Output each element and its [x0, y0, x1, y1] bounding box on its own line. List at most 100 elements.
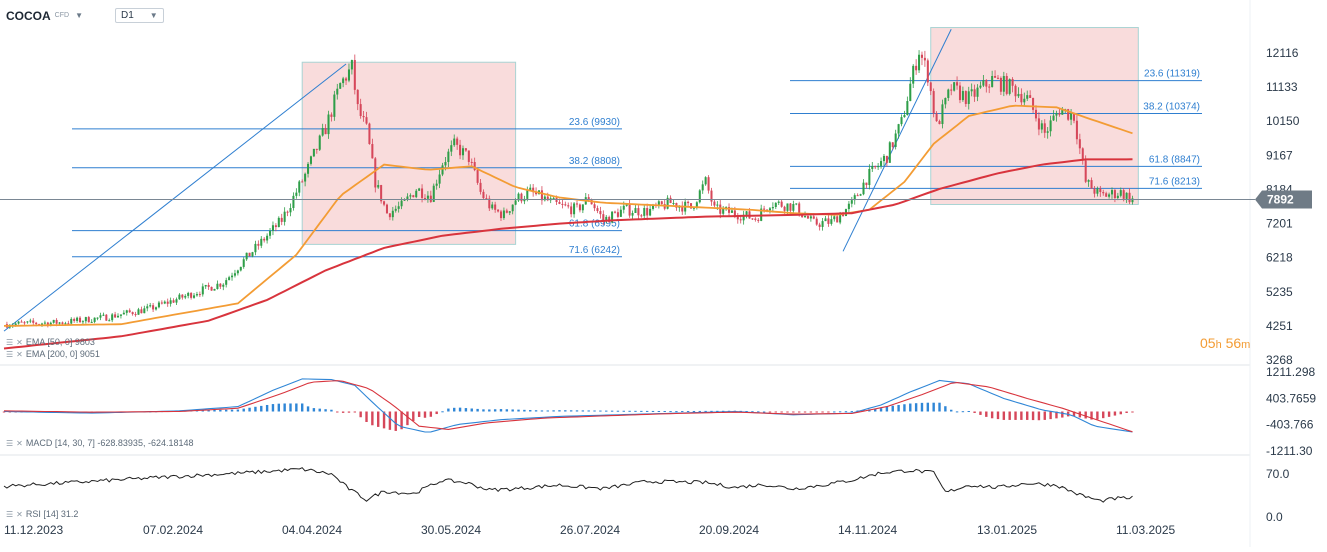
- macd-bar: [581, 410, 585, 412]
- macd-bar: [552, 410, 555, 412]
- macd-bar: [1026, 411, 1029, 420]
- candle-body: [751, 218, 754, 220]
- candle-body: [821, 221, 824, 227]
- close-icon[interactable]: ✕: [16, 509, 23, 519]
- candle-body: [76, 317, 79, 321]
- macd-bar: [833, 411, 836, 413]
- rsi-legend[interactable]: ☰ ✕ RSI [14] 31.2: [6, 509, 78, 519]
- candle-body: [339, 83, 342, 89]
- candle-body: [906, 101, 909, 116]
- macd-bar: [341, 411, 345, 413]
- candle-body: [1084, 160, 1087, 182]
- macd-bar: [1014, 411, 1017, 420]
- price-tick-label: 9167: [1266, 148, 1293, 162]
- macd-bar: [634, 410, 637, 412]
- candle-body: [242, 259, 245, 267]
- fib-level-label: 23.6 (9930): [569, 117, 620, 128]
- candle-body: [312, 148, 315, 157]
- candle-body: [1087, 180, 1090, 182]
- candle-body: [874, 165, 877, 168]
- candle-body: [1058, 113, 1061, 115]
- candle-body: [996, 77, 1000, 79]
- macd-bar: [470, 408, 473, 412]
- candle-body: [891, 142, 894, 147]
- fib-zone-left: [301, 61, 517, 245]
- candle-body: [529, 187, 532, 191]
- candle-body: [1046, 131, 1049, 133]
- candle-body: [96, 317, 99, 319]
- candle-body: [236, 270, 239, 274]
- macd-bar: [874, 408, 877, 412]
- macd-bar: [464, 408, 468, 412]
- candle-body: [1093, 188, 1096, 194]
- close-icon[interactable]: ✕: [16, 337, 23, 347]
- candle-body: [713, 201, 716, 206]
- candle-body: [1008, 79, 1011, 94]
- macd-bar: [558, 410, 561, 412]
- candle-body: [809, 216, 812, 219]
- macd-bar: [248, 407, 251, 412]
- candle-body: [689, 203, 693, 209]
- symbol-chevron-down-icon[interactable]: ▼: [75, 11, 83, 20]
- candle-body: [795, 203, 798, 205]
- candle-body: [1052, 115, 1055, 121]
- menu-icon[interactable]: ☰: [6, 337, 14, 347]
- symbol-name[interactable]: COCOA: [6, 8, 51, 23]
- candle-body: [447, 151, 450, 163]
- macd-bar: [926, 402, 930, 412]
- symbol-type: CFD: [54, 12, 70, 19]
- macd-bar: [944, 406, 947, 412]
- candle-body: [991, 76, 994, 87]
- candle-body: [210, 286, 213, 291]
- candle-body: [681, 205, 684, 212]
- candle-body: [587, 197, 590, 200]
- rsi-tick-label: 70.0: [1266, 467, 1290, 481]
- macd-bar: [447, 408, 450, 412]
- candle-body: [1078, 139, 1081, 149]
- ema200-legend[interactable]: ☰ ✕ EMA [200, 0] 9051: [6, 349, 100, 359]
- price-tick-label: 10150: [1266, 114, 1300, 128]
- candle-body: [575, 203, 579, 205]
- timeframe-select[interactable]: D1 ▼: [114, 8, 164, 23]
- x-tick-label: 14.11.2024: [838, 523, 897, 537]
- menu-icon[interactable]: ☰: [6, 349, 14, 359]
- macd-bar: [260, 405, 263, 412]
- rsi-label: RSI [14] 31.2: [25, 509, 79, 519]
- candle-body: [333, 94, 336, 117]
- candle-body: [613, 211, 617, 213]
- candle-body: [640, 215, 643, 217]
- candle-body: [362, 115, 365, 118]
- menu-icon[interactable]: ☰: [6, 509, 14, 519]
- candle-body: [1061, 110, 1064, 115]
- candle-body: [116, 315, 120, 318]
- candle-body: [780, 201, 783, 207]
- candle-body: [102, 314, 105, 316]
- candle-body: [695, 202, 698, 208]
- macd-bar: [745, 411, 748, 413]
- macd-bar: [377, 411, 380, 427]
- macd-legend[interactable]: ☰ ✕ MACD [14, 30, 7] -628.83935, -624.181…: [6, 438, 194, 448]
- candle-body: [599, 211, 602, 215]
- candle-body: [1026, 95, 1029, 99]
- macd-bar: [1102, 411, 1105, 419]
- candle-body: [757, 219, 760, 221]
- candle-body: [345, 78, 348, 81]
- countdown-hours: 05: [1200, 335, 1216, 351]
- macd-bar: [324, 409, 327, 412]
- macd-bar: [1119, 411, 1122, 415]
- close-icon[interactable]: ✕: [16, 438, 23, 448]
- candle-body: [377, 185, 380, 188]
- candle-body: [903, 115, 906, 118]
- candle-body: [815, 218, 818, 225]
- macd-bar: [1061, 411, 1064, 418]
- candle-body: [698, 190, 701, 203]
- macd-bar: [371, 411, 374, 426]
- macd-bar: [1031, 411, 1035, 421]
- macd-bar: [780, 411, 783, 413]
- candle-body: [611, 211, 614, 223]
- close-icon[interactable]: ✕: [16, 349, 23, 359]
- ema50-legend[interactable]: ☰ ✕ EMA [50, 0] 9803: [6, 337, 95, 347]
- menu-icon[interactable]: ☰: [6, 438, 14, 448]
